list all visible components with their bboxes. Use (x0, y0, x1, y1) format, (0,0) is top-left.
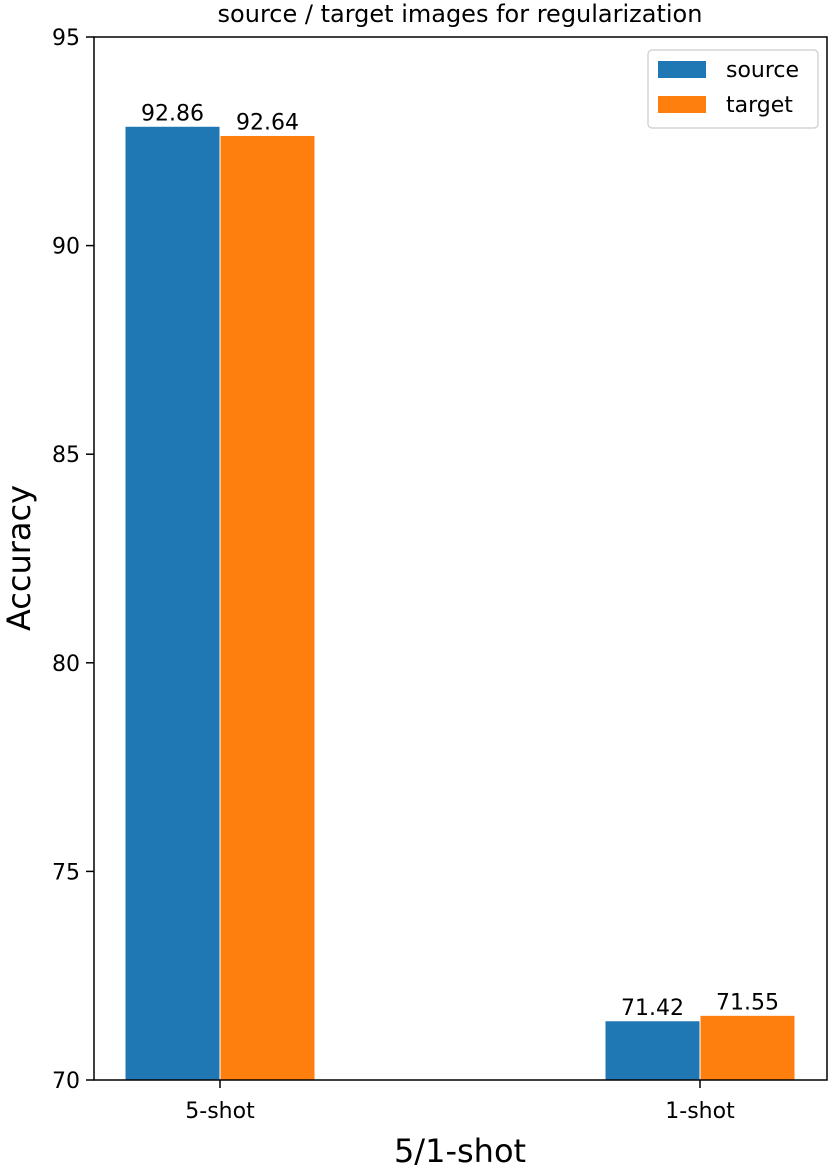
y-axis: 70 75 80 85 90 95 (52, 26, 94, 1094)
bar-value-label: 92.64 (236, 110, 299, 135)
bar-source-1-shot (604, 1020, 701, 1081)
bar-source-5-shot (124, 125, 221, 1081)
bar-target-1-shot (699, 1014, 796, 1081)
x-axis: 5-shot 1-shot (185, 1080, 735, 1124)
y-tick-label: 70 (52, 1069, 80, 1094)
bar-value-label: 71.55 (716, 990, 779, 1015)
legend: source target (647, 49, 819, 129)
x-axis-label: 5/1-shot (394, 1132, 526, 1169)
plot-area: 92.86 92.64 71.42 71.55 (124, 101, 796, 1081)
x-tick-label: 5-shot (185, 1099, 255, 1124)
bar-value-label: 92.86 (141, 101, 204, 126)
legend-label-source: source (726, 58, 799, 83)
bar-value-label: 71.42 (621, 996, 684, 1021)
bar-target-5-shot (219, 134, 316, 1081)
y-tick-label: 85 (52, 443, 80, 468)
y-tick-label: 95 (52, 26, 80, 51)
y-tick-label: 80 (52, 652, 80, 677)
y-axis-label: Accuracy (0, 485, 38, 631)
legend-label-target: target (726, 93, 793, 118)
legend-swatch-source (658, 61, 706, 78)
y-tick-label: 90 (52, 235, 80, 260)
y-tick-label: 75 (52, 860, 80, 885)
chart-title: source / target images for regularizatio… (218, 0, 703, 28)
legend-swatch-target (658, 96, 706, 113)
axes-frame (93, 36, 828, 1081)
x-tick-label: 1-shot (665, 1099, 735, 1124)
